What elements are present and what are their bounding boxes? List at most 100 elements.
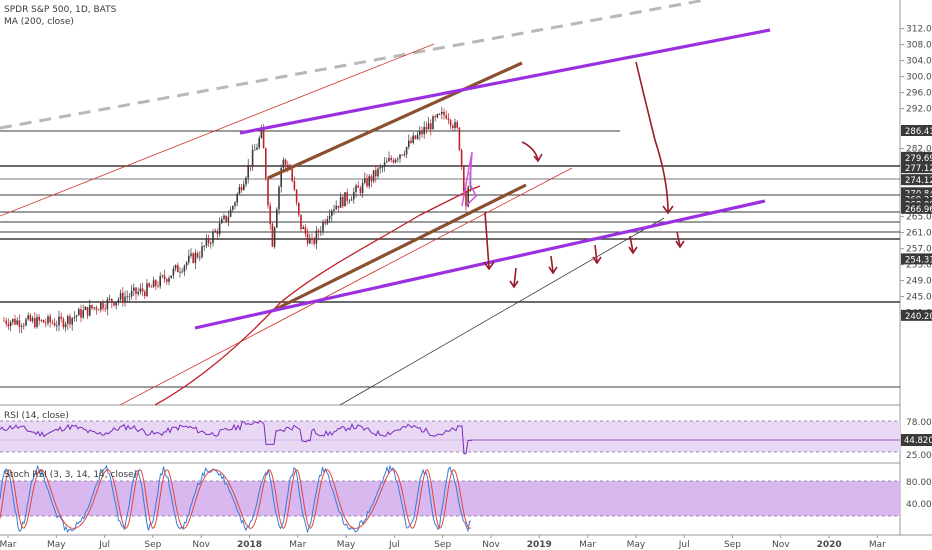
candle	[161, 275, 164, 277]
time-axis[interactable]: Mar May Jul Sep Nov 2018 Mar May Jul Sep Nov 2019 Ma…	[0, 535, 886, 550]
candle	[201, 246, 203, 258]
candle	[403, 154, 406, 156]
candle	[337, 205, 340, 208]
candle	[324, 221, 326, 224]
rsi-legend[interactable]: RSI (14, close)	[4, 411, 69, 421]
candle	[370, 176, 373, 182]
symbol-title[interactable]: SPDR S&P 500, 1D, BATS	[4, 5, 117, 15]
candle	[38, 316, 40, 321]
projection-arrows[interactable]	[483, 61, 685, 289]
candle	[207, 238, 210, 244]
candle	[7, 323, 10, 327]
stoch-rsi-band	[0, 481, 900, 516]
candle	[104, 308, 106, 310]
price-candles	[3, 106, 472, 334]
candle	[350, 199, 353, 201]
candle	[5, 320, 7, 324]
candle	[465, 191, 467, 207]
stoch-tick-80: 80.00	[906, 478, 932, 488]
candle	[304, 227, 307, 234]
candle	[67, 316, 69, 324]
candle	[254, 149, 256, 151]
time-tick-label: Sep	[434, 540, 451, 550]
candle	[335, 205, 337, 210]
candle	[412, 135, 414, 143]
candle	[256, 147, 258, 150]
candle	[14, 318, 16, 325]
candle	[119, 292, 122, 300]
candle	[113, 302, 115, 306]
candle	[124, 296, 126, 303]
candle	[106, 299, 109, 310]
price-tick-label: 249.00	[906, 277, 932, 287]
price-tick-label: 296.00	[906, 89, 932, 99]
stoch-legend[interactable]: Stoch RSI (3, 3, 14, 14, close)	[4, 470, 137, 480]
candle	[456, 122, 458, 128]
candle	[438, 114, 441, 115]
candle	[47, 316, 49, 324]
candle	[322, 221, 324, 232]
candle	[344, 192, 346, 207]
candle	[408, 140, 410, 147]
candle	[372, 170, 375, 182]
rsi-tick-78: 78.00	[906, 418, 932, 428]
candle	[278, 186, 280, 210]
candle	[205, 238, 208, 246]
candle	[282, 159, 285, 168]
time-tick-label: Nov	[482, 540, 500, 550]
price-tick-label: 253.00	[906, 261, 932, 271]
candle	[148, 283, 150, 287]
candle	[434, 116, 436, 118]
candle	[133, 287, 135, 291]
candle	[260, 128, 263, 138]
candle	[3, 320, 5, 322]
candle	[58, 316, 60, 326]
rsi-line	[0, 420, 472, 455]
candle	[152, 280, 155, 288]
red-trendline-upper[interactable]	[0, 43, 435, 217]
stoch-d-line	[0, 469, 472, 530]
candle	[421, 130, 423, 135]
price-tick-label: 300.00	[906, 73, 932, 83]
candle	[333, 209, 335, 211]
candle	[111, 298, 113, 303]
candle	[150, 286, 153, 288]
brown-channel[interactable]	[267, 61, 527, 313]
candle	[139, 288, 142, 292]
candle	[291, 169, 293, 182]
ma-legend[interactable]: MA (200, close)	[4, 17, 74, 27]
candle	[320, 231, 322, 233]
red-trendline-lower[interactable]	[119, 167, 573, 406]
candle	[458, 127, 461, 151]
black-trendline[interactable]	[339, 217, 665, 406]
candle	[234, 202, 236, 207]
purple-channel[interactable]	[194, 28, 771, 330]
candle	[29, 315, 32, 321]
candle	[394, 159, 397, 163]
candle	[306, 233, 309, 244]
candle	[203, 245, 205, 247]
candle	[71, 317, 73, 325]
time-tick-label: Mar	[869, 540, 886, 550]
candle	[62, 318, 65, 328]
candle	[368, 176, 370, 187]
projection-mark	[461, 151, 477, 207]
candle	[342, 196, 344, 207]
candle	[414, 135, 417, 139]
candle	[379, 167, 381, 169]
candle	[346, 192, 348, 201]
candle	[262, 128, 265, 149]
candle	[293, 181, 296, 190]
candle	[82, 310, 84, 318]
candle	[410, 140, 412, 143]
candle	[155, 280, 157, 286]
candle	[168, 278, 170, 282]
candle	[397, 158, 399, 160]
candle	[135, 287, 137, 294]
time-tick-label: Jul	[678, 540, 690, 550]
candle	[218, 223, 221, 235]
candle	[95, 307, 98, 310]
candle	[102, 302, 104, 309]
